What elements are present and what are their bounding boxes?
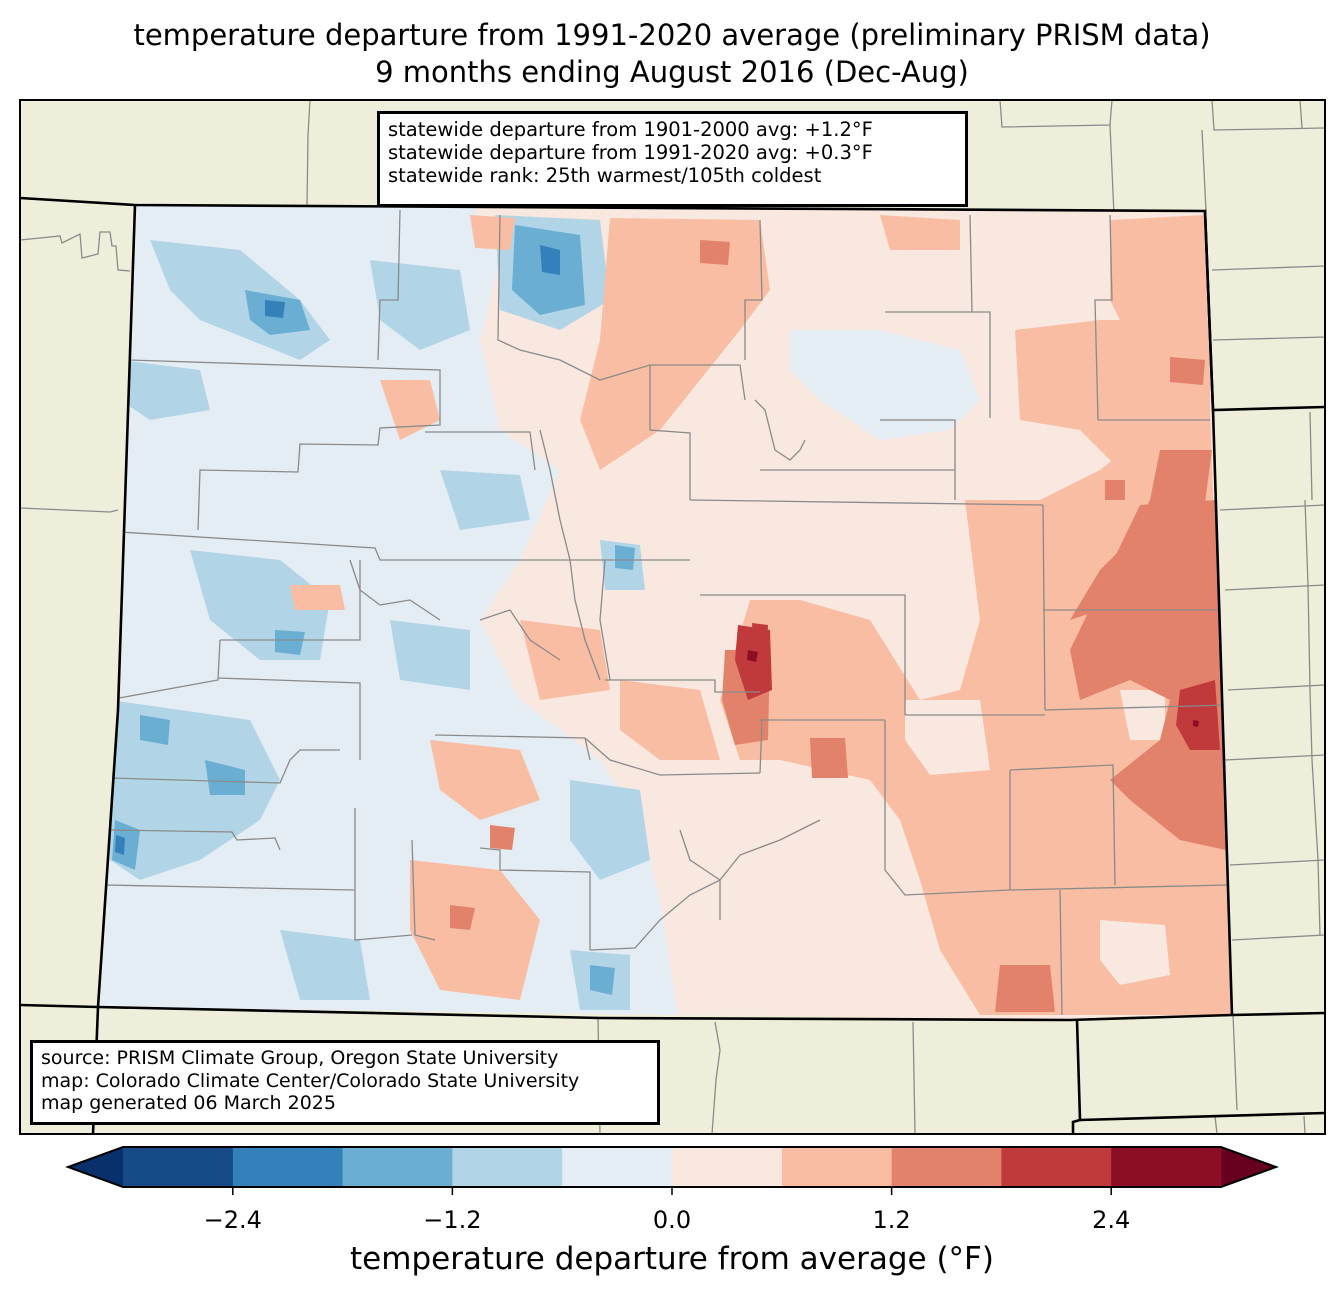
colorbar-segment <box>123 1147 234 1187</box>
colorbar-outline <box>65 1146 1279 1188</box>
colorbar-segment <box>672 1147 783 1187</box>
map-title: temperature departure from 1991-2020 ave… <box>133 18 1211 52</box>
colorbar-tick-label: 1.2 <box>872 1206 911 1234</box>
map-frame <box>19 99 1326 1135</box>
map-credit: map: Colorado Climate Center/Colorado St… <box>41 1069 580 1092</box>
source-box: source: PRISM Climate Group, Oregon Stat… <box>30 1040 660 1125</box>
state-boundaries <box>19 196 1326 1135</box>
colorbar-segment <box>562 1147 673 1187</box>
temperature-anomaly-field <box>98 205 1232 1020</box>
colorbar-tick-label: 2.4 <box>1092 1206 1131 1234</box>
map-generated-date: map generated 06 March 2025 <box>41 1092 336 1114</box>
stat-departure-1901-2000: statewide departure from 1901-2000 avg: … <box>388 118 873 141</box>
colorbar-segment <box>452 1147 563 1187</box>
colorbar-segment <box>891 1147 1002 1187</box>
statewide-stats-box: statewide departure from 1901-2000 avg: … <box>377 111 968 207</box>
colorbar-over-extension <box>1221 1147 1276 1187</box>
stat-rank: statewide rank: 25th warmest/105th colde… <box>388 164 822 187</box>
source-credit: source: PRISM Climate Group, Oregon Stat… <box>41 1047 559 1069</box>
colorbar-tick-label: −1.2 <box>423 1206 482 1234</box>
colorbar-tick-label: −2.4 <box>203 1206 262 1234</box>
stat-departure-1991-2020: statewide departure from 1991-2020 avg: … <box>388 141 873 164</box>
colorbar-segment <box>1001 1147 1112 1187</box>
county-lines <box>104 209 1231 1016</box>
colorbar-segment <box>232 1147 344 1187</box>
colorbar-segment <box>781 1147 893 1187</box>
colorbar-segment <box>342 1147 453 1187</box>
colorbar <box>65 1146 1279 1195</box>
colorbar-label: temperature departure from average (°F) <box>350 1241 994 1277</box>
map-subtitle: 9 months ending August 2016 (Dec-Aug) <box>375 55 969 89</box>
colorbar-segment <box>1111 1147 1222 1187</box>
colorbar-under-extension <box>68 1147 123 1187</box>
colorbar-tick-label: 0.0 <box>652 1206 692 1234</box>
